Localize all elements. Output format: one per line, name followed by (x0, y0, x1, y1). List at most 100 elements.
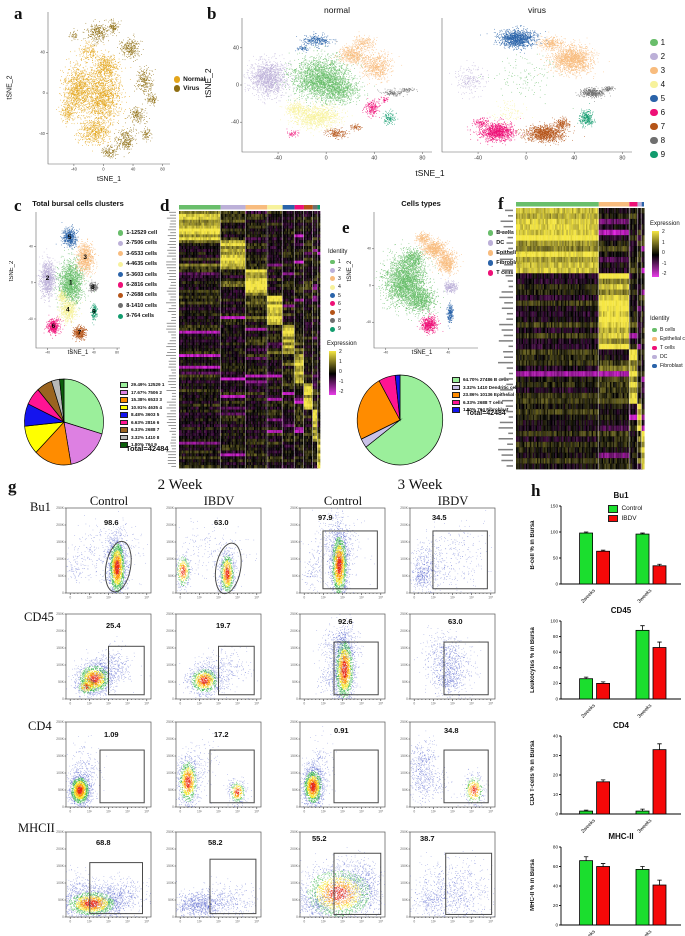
legend-item-label: DC (659, 354, 668, 360)
legend-item-label: Virus (183, 85, 200, 92)
panel-label-a: a (14, 4, 23, 23)
legend-swatch (120, 427, 128, 433)
bar-chart-title-cd4: CD4 (612, 721, 629, 730)
legend-item-label: 1.80% 764 Fibroblast (462, 407, 509, 413)
gate-percentage: 19.7 (216, 621, 231, 630)
gate-percentage: 92.6 (338, 617, 353, 626)
cluster-number-legend: 1 2 3 4 5 6 7 8 9 (650, 38, 665, 164)
control-ibdv-legend: Control IBDV (608, 505, 642, 524)
panel-a-xlabel: tSNE_1 (96, 176, 122, 183)
legend-item-label: 9 (660, 150, 666, 159)
legend-swatch (330, 267, 335, 273)
legend-swatch (330, 318, 335, 324)
legend-item-label: 7 (660, 122, 666, 131)
gate-percentage: 34.8 (444, 726, 459, 735)
col-header-control-3wk: Control (323, 494, 363, 508)
flow-plot-cd4-control-2wk (52, 719, 154, 819)
legend-item-label: 2 (337, 267, 341, 274)
legend-item: 8.48% 3603 5 (120, 412, 164, 418)
legend-item: 1 (650, 38, 665, 47)
cluster-count-legend: 1-12529 cell 2-7506 cells 3-6533 cells 4-46… (118, 230, 157, 324)
legend-swatch (120, 442, 128, 448)
legend-item: 5-3603 cells (118, 272, 157, 278)
legend-item-label: 3.32% 1410 Dendritic cells (462, 384, 521, 390)
panel-e-ylabel: tSNE_2 (347, 260, 353, 282)
colorbar-tick-label: 1 (662, 239, 665, 246)
legend-item-label: 17.67% 7506 2 (130, 389, 162, 395)
legend-swatch (650, 122, 658, 131)
legend-swatch (118, 303, 124, 309)
legend-item-label: 5 (660, 94, 666, 103)
flow-plot-mhcii-control-3wk (286, 829, 388, 929)
legend-item: 10.91% 4635 4 (120, 404, 164, 411)
panel-c-title: Total bursal cells clusters (32, 199, 124, 208)
legend-item-label: 15.38% 6533 3 (130, 397, 162, 403)
legend-swatch (330, 293, 335, 299)
total-cells-label-clusters: Total=42484 (126, 444, 169, 453)
gate-percentage: 63.0 (214, 518, 229, 527)
legend-item-label: 5 (337, 292, 341, 299)
legend-swatch (118, 292, 124, 298)
row-label-cd45: CD45 (24, 610, 54, 624)
gate-percentage: 34.5 (432, 513, 447, 522)
bar-ylabel-bu1: B-cell % in Bursa (530, 520, 536, 570)
legend-item: 3.32% 1410 Dendritic cells (452, 384, 526, 391)
legend-swatch (174, 85, 181, 92)
legend-item-label: 3-6533 cells (126, 250, 158, 257)
legend-item: 15.38% 6533 3 (120, 397, 164, 403)
colorbar-tick-label: -1 (339, 379, 344, 385)
cluster-proportions-pie (12, 374, 116, 472)
colorbar-tick-label: 2 (662, 229, 665, 235)
legend-swatch (452, 392, 460, 398)
week-2-header: 2 Week (157, 477, 203, 493)
flow-plot-cd4-control-3wk (286, 719, 388, 819)
legend-item: 2 (650, 52, 665, 61)
legend-item: 7 (650, 122, 665, 131)
legend-item: 23.86% 10136 Epithelial cells (452, 392, 526, 398)
legend-item: 6.33% 2688 7 (120, 427, 164, 433)
legend-item: Control (608, 505, 642, 513)
legend-item-label: 3.32% 1410 8 (130, 434, 160, 440)
legend-swatch (330, 301, 335, 307)
legend-item-label: Normal (183, 76, 206, 83)
legend-swatch (120, 397, 128, 403)
gate-percentage: 38.7 (420, 834, 435, 843)
panel-c-xlabel: tSNE_1 (67, 350, 89, 356)
legend-item-label: T cells (659, 345, 675, 351)
flow-plot-cd45-control-2wk (52, 611, 154, 711)
colorbar-tick-label: -1 (662, 260, 667, 267)
legend-swatch (452, 407, 460, 413)
legend-item-label: 6.33% 2688 T cells (462, 399, 504, 405)
flow-plot-cd45-ibdv-2wk (162, 611, 264, 711)
bar-ylabel-mhcii: MHC-II % in Bursa (530, 859, 536, 911)
legend-item-label: 64.70% 27486 B cells (462, 377, 509, 383)
panel-e-xlabel: tSNE_1 (411, 350, 433, 356)
flow-plot-bu1-ibdv-2wk (162, 505, 264, 605)
colorbar-tick-label: -2 (339, 389, 344, 395)
legend-item: 4-4635 cells (118, 261, 157, 267)
legend-item: 17.67% 7506 2 (120, 389, 164, 396)
legend-item-label: 4 (660, 80, 666, 89)
cell-type-pie-legend: 64.70% 27486 B cells 3.32% 1410 Dendritic… (452, 377, 526, 415)
legend-swatch (608, 514, 619, 523)
legend-swatch (118, 251, 124, 257)
legend-item-label: 6.63% 2816 6 (130, 419, 160, 425)
flow-plot-mhcii-ibdv-3wk (396, 829, 498, 929)
legend-item: 8 (330, 318, 341, 324)
gate-percentage: 55.2 (312, 834, 327, 843)
legend-item-label: 2-7506 cells (126, 240, 158, 247)
col-header-ibdv-2wk: IBDV (203, 494, 235, 508)
legend-swatch (120, 382, 128, 388)
legend-item: 3 (650, 66, 665, 75)
legend-swatch (330, 276, 335, 282)
tsne-clusters-plot (22, 210, 122, 362)
cluster-pie-legend: 29.49% 12529 1 17.67% 7506 2 15.38% 6533 3… (120, 382, 164, 450)
legend-swatch (452, 399, 460, 406)
legend-swatch (650, 108, 658, 117)
legend-item-label: 7-2688 cells (126, 292, 158, 299)
legend-swatch (652, 336, 657, 342)
legend-item-label: 6 (337, 300, 341, 307)
legend-item-label: 8 (660, 136, 666, 145)
legend-item: 64.70% 27486 B cells (452, 377, 526, 383)
bar-chart-cd45 (545, 617, 685, 720)
